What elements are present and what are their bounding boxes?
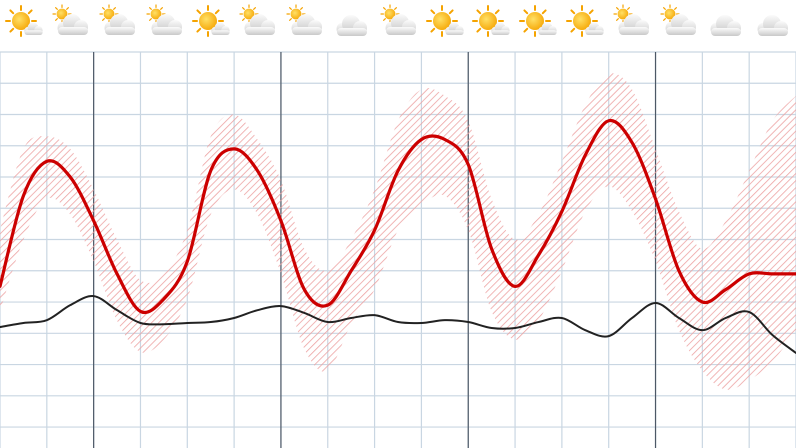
weather-icon: [147, 5, 182, 35]
weather-icon: [337, 15, 368, 36]
weather-icons: [6, 5, 788, 36]
weather-icon: [240, 5, 275, 35]
weather-icon: [520, 6, 557, 36]
weather-icon: [53, 5, 88, 35]
temperature-line: [0, 118, 796, 315]
weather-icon: [567, 6, 604, 36]
plot-area: [0, 73, 796, 390]
uncertainty-band: [0, 73, 796, 390]
weather-icon: [287, 5, 322, 35]
weather-icon: [6, 6, 43, 36]
weather-icon: [193, 6, 230, 36]
weather-icon: [711, 15, 742, 36]
secondary-line: [0, 295, 796, 354]
weather-icon: [100, 5, 135, 35]
weather-icon: [473, 6, 510, 36]
weather-icon: [614, 5, 649, 35]
weather-icon: [427, 6, 464, 36]
weather-icon: [381, 5, 416, 35]
weather-icon: [758, 15, 789, 36]
weather-icon: [661, 5, 696, 35]
